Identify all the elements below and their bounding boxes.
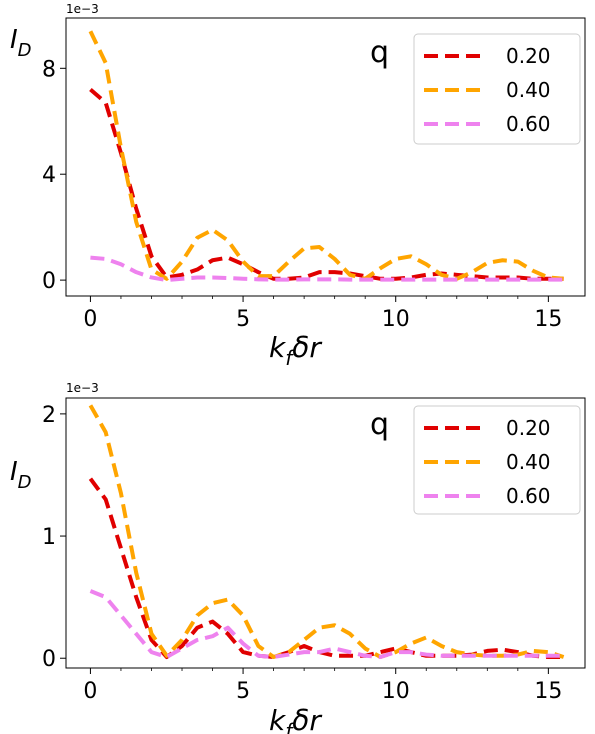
legend: q 0.20 0.40 0.60 xyxy=(370,405,581,515)
legend-title: q xyxy=(370,35,389,70)
x-tick-label: 15 xyxy=(534,679,562,704)
chart-panel-1: 0 5 10 15 0 4 8 1e−3 ID kfδr q 0.20 0.40 0.60 xyxy=(10,2,586,370)
legend-label: 0.60 xyxy=(506,484,551,508)
legend-box xyxy=(413,405,581,515)
y-tick-label: 8 xyxy=(42,57,56,82)
y-tick-label: 1 xyxy=(42,525,56,550)
y-axis-label: ID xyxy=(10,25,32,61)
x-axis-label: kfδr xyxy=(269,704,322,734)
x-axis-label: kfδr xyxy=(269,331,322,370)
legend: q 0.20 0.40 0.60 xyxy=(370,33,581,145)
plot-frame xyxy=(65,17,586,297)
series-line-0.60 xyxy=(89,589,564,660)
y-tick-label: 0 xyxy=(42,647,56,672)
series-line-0.60 xyxy=(90,255,564,283)
legend-label: 0.40 xyxy=(506,78,551,102)
legend-label: 0.20 xyxy=(506,416,551,440)
x-tick-label: 15 xyxy=(534,307,562,332)
plot-frame xyxy=(65,397,586,669)
x-tick-label: 5 xyxy=(236,679,250,704)
y-tick-label: 2 xyxy=(42,403,56,428)
x-tick-label: 0 xyxy=(83,679,97,704)
legend-label: 0.20 xyxy=(506,44,551,68)
x-tick-label: 10 xyxy=(382,307,410,332)
y-tick-label: 0 xyxy=(42,269,56,294)
series-line-0.20 xyxy=(89,87,564,281)
legend-label: 0.60 xyxy=(506,112,551,136)
legend-title: q xyxy=(370,407,389,442)
chart-panel-2: 0 5 10 15 0 1 2 1e−3 ID kfδr q 0.20 0.40 0.60 xyxy=(10,381,586,734)
y-axis-label: ID xyxy=(10,457,32,493)
x-tick-label: 5 xyxy=(236,307,250,332)
legend-box xyxy=(413,33,581,145)
series-line-0.40 xyxy=(88,30,564,281)
x-tick-label: 10 xyxy=(382,679,410,704)
legend-label: 0.40 xyxy=(506,450,551,474)
offset-text: 1e−3 xyxy=(66,2,99,16)
y-tick-label: 4 xyxy=(42,163,56,188)
offset-text: 1e−3 xyxy=(66,381,99,395)
x-tick-label: 0 xyxy=(83,307,97,332)
